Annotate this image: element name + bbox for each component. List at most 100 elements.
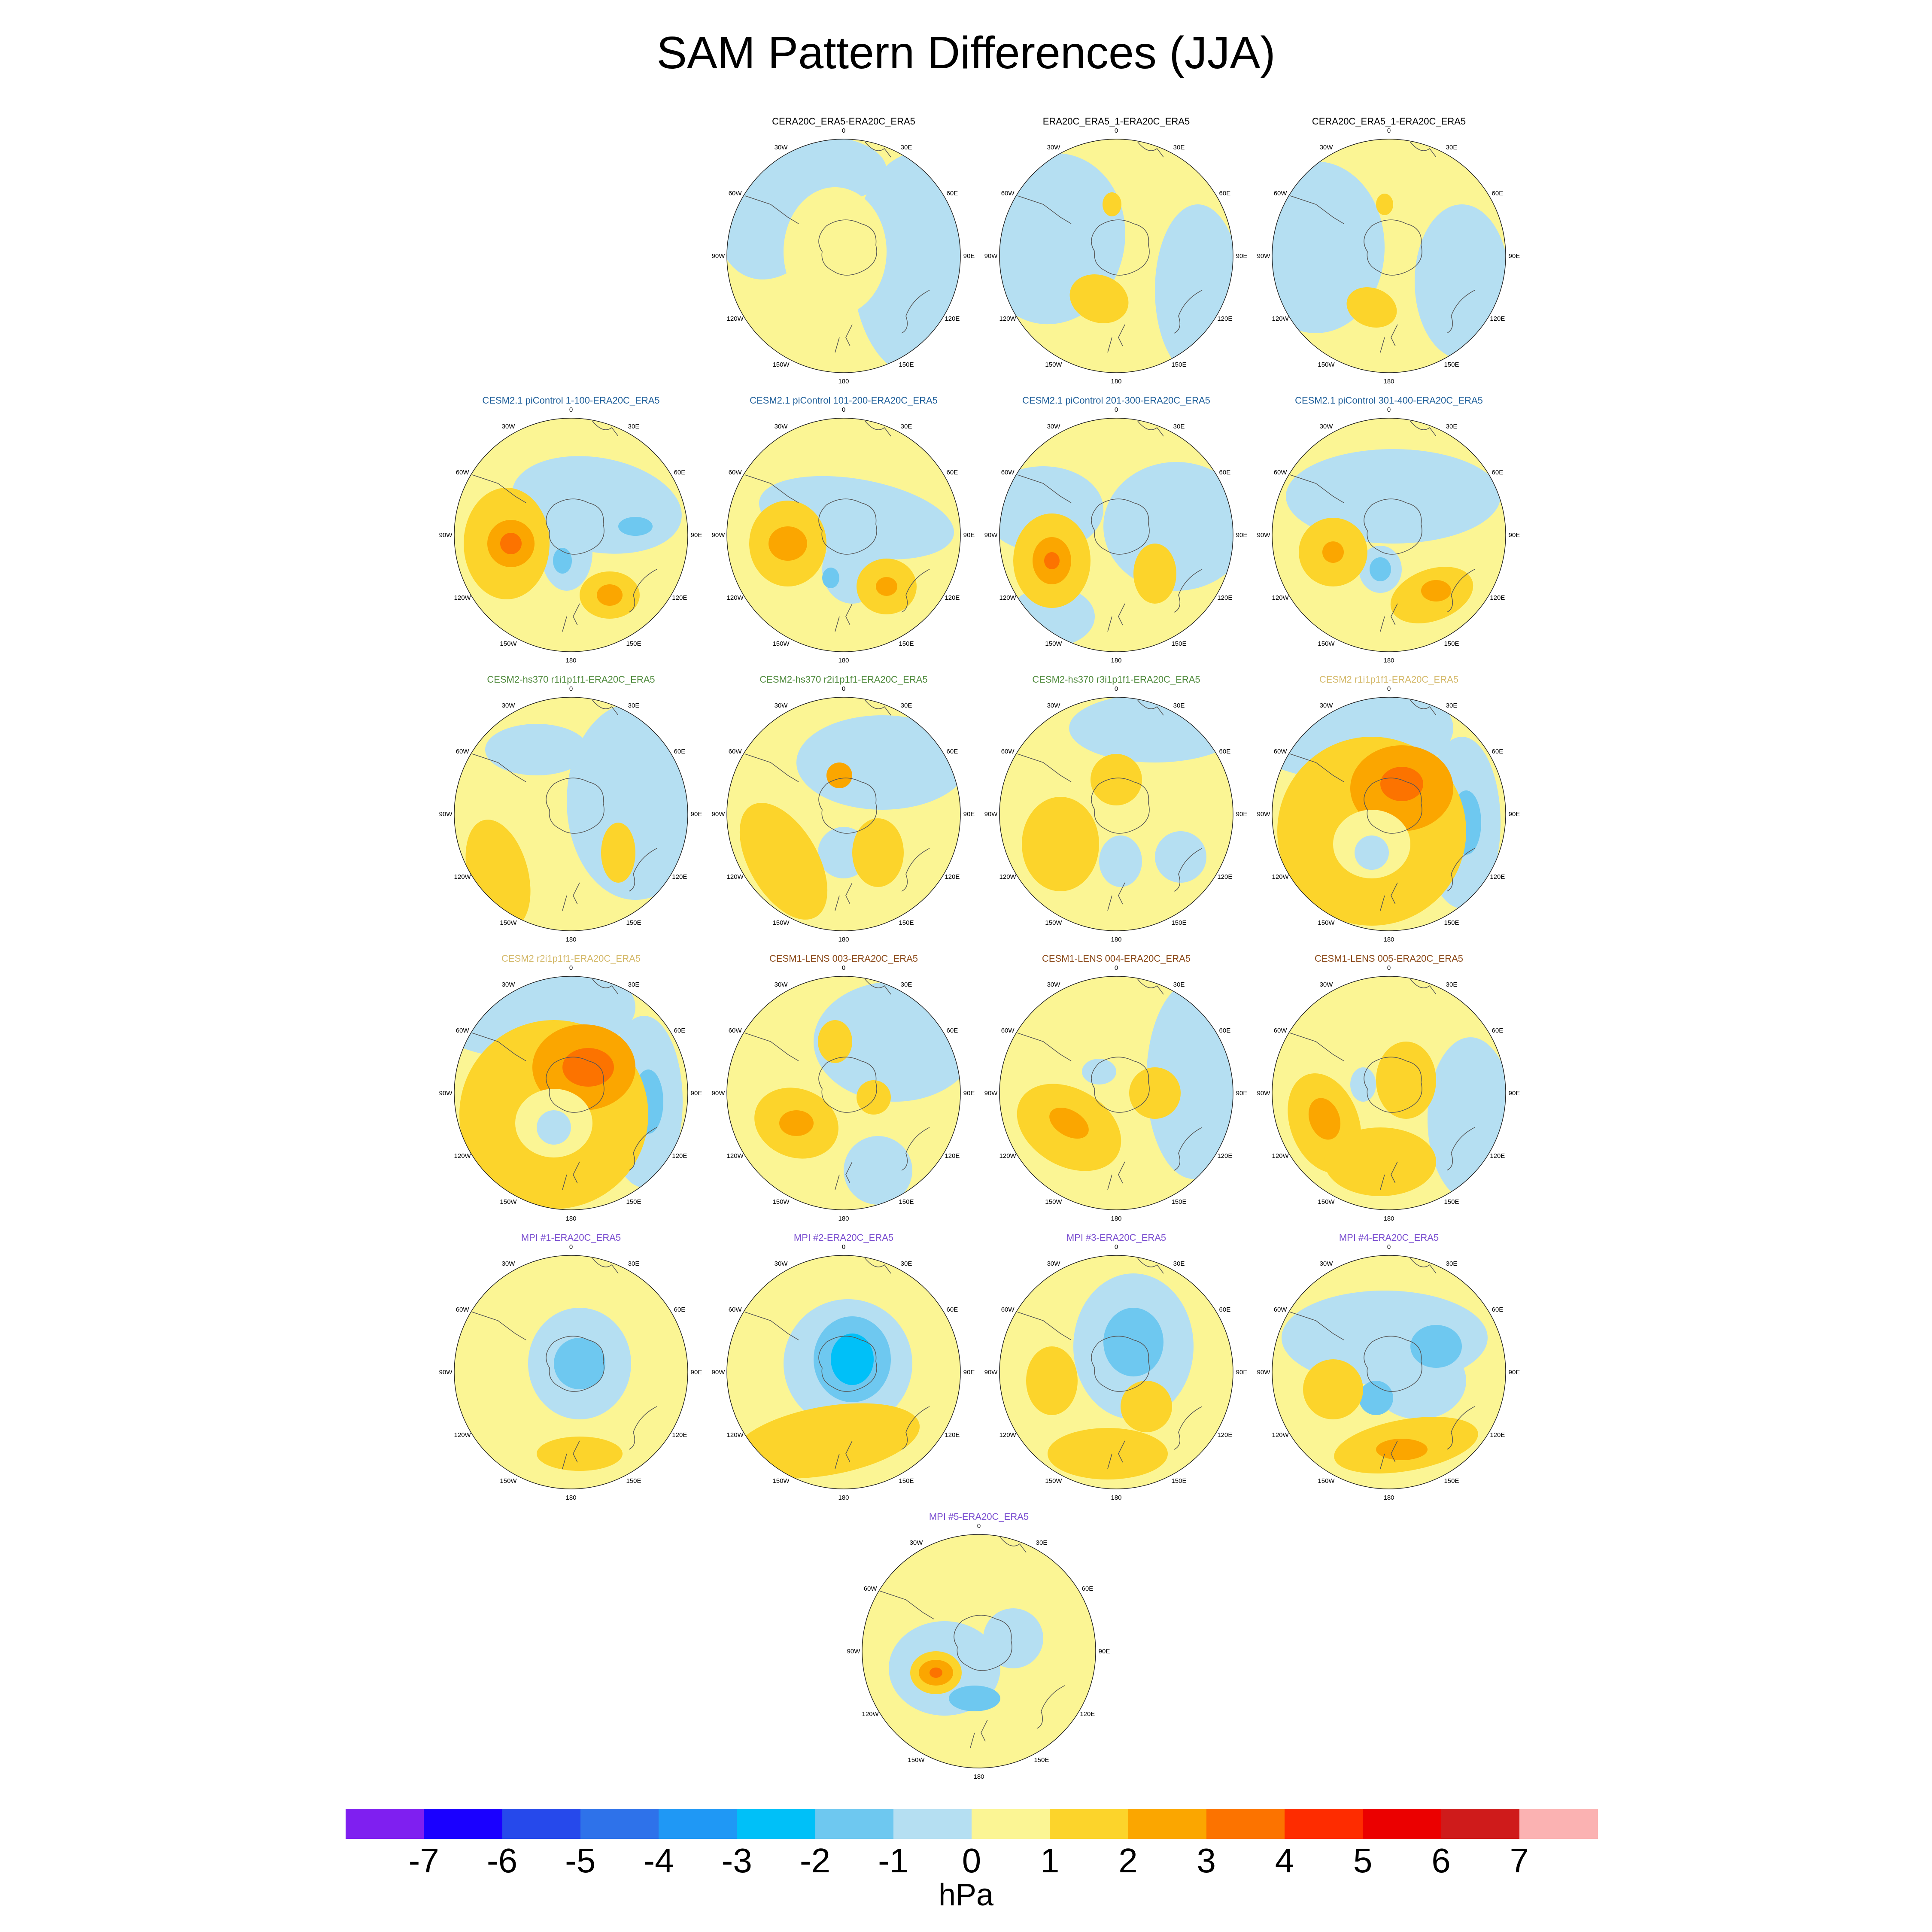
contour-region bbox=[1044, 552, 1060, 569]
contour-region bbox=[1155, 831, 1206, 883]
longitude-label: 150W bbox=[772, 640, 790, 647]
longitude-label: 90W bbox=[984, 811, 998, 818]
contour-region bbox=[537, 1110, 571, 1145]
map-panel: CESM1-LENS 003-ERA20C_ERA5 0 30E 60E 90E 120E… bbox=[711, 953, 977, 1236]
longitude-label: 180 bbox=[565, 1494, 576, 1501]
longitude-label: 150E bbox=[1034, 1756, 1049, 1764]
longitude-label: 90E bbox=[963, 1090, 975, 1097]
longitude-label: 180 bbox=[565, 1215, 576, 1222]
longitude-label: 30E bbox=[1446, 981, 1458, 988]
longitude-label: 30W bbox=[1047, 1260, 1061, 1267]
antarctica-coastline bbox=[1091, 498, 1150, 555]
longitude-label: 120W bbox=[454, 594, 471, 601]
south-america-coastline bbox=[1290, 474, 1344, 503]
australia-coastline bbox=[901, 569, 930, 613]
longitude-label: 30W bbox=[1047, 144, 1061, 151]
south-america-coastline bbox=[744, 1033, 799, 1061]
map-border bbox=[862, 1534, 1096, 1768]
contour-region bbox=[1069, 274, 1129, 323]
longitude-label: 120W bbox=[727, 594, 744, 601]
longitude-label: 60E bbox=[1492, 1027, 1504, 1034]
longitude-label: 90E bbox=[963, 532, 975, 539]
longitude-label: 0 bbox=[1115, 964, 1118, 972]
contour-region bbox=[601, 823, 635, 883]
longitude-label: 150E bbox=[1171, 1198, 1186, 1206]
map-border bbox=[726, 139, 961, 373]
longitude-label: 0 bbox=[842, 964, 845, 972]
longitude-label: 120W bbox=[862, 1710, 879, 1718]
contour-region bbox=[1091, 754, 1142, 805]
longitude-label: 120E bbox=[1217, 315, 1232, 322]
longitude-label: 30E bbox=[901, 981, 912, 988]
longitude-label: 90E bbox=[1236, 1369, 1248, 1376]
longitude-label: 60E bbox=[947, 1306, 958, 1313]
longitude-label: 30W bbox=[1320, 702, 1334, 709]
map-border bbox=[454, 1255, 688, 1489]
south-america-coastline bbox=[1017, 1312, 1072, 1340]
longitude-label: 150W bbox=[500, 640, 517, 647]
panel-title: MPI #1-ERA20C_ERA5 bbox=[521, 1232, 621, 1243]
australia-coastline bbox=[901, 290, 930, 334]
longitude-label: 60E bbox=[947, 190, 958, 197]
australia-coastline bbox=[629, 569, 657, 613]
africa-coastline bbox=[1137, 1258, 1164, 1274]
colorbar-tick-label: 0 bbox=[962, 1841, 981, 1880]
longitude-label: 150E bbox=[626, 1198, 641, 1206]
antarctica-coastline bbox=[818, 778, 877, 834]
map-panel: CESM1-LENS 004-ERA20C_ERA5 0 30E 60E 90E 120E… bbox=[983, 953, 1249, 1236]
longitude-label: 0 bbox=[1115, 685, 1118, 693]
africa-coastline bbox=[592, 979, 619, 995]
figure-title: SAM Pattern Differences (JJA) bbox=[656, 27, 1276, 78]
australia-coastline bbox=[1174, 569, 1203, 613]
longitude-label: 120E bbox=[945, 873, 960, 881]
longitude-label: 30W bbox=[1320, 423, 1334, 430]
map-panel: MPI #2-ERA20C_ERA5 0 30E 60E 90E 120E 150E 180 1… bbox=[711, 1232, 977, 1516]
longitude-label: 30W bbox=[775, 423, 788, 430]
contour-region bbox=[1380, 767, 1423, 801]
map-panel: CESM1-LENS 005-ERA20C_ERA5 0 30E 60E 90E 120E… bbox=[1256, 953, 1522, 1236]
africa-coastline bbox=[865, 142, 891, 158]
panel-title: CESM1-LENS 004-ERA20C_ERA5 bbox=[1042, 953, 1191, 964]
longitude-label: 120W bbox=[727, 873, 744, 881]
longitude-label: 60W bbox=[729, 748, 742, 755]
colorbar-tick-label: 4 bbox=[1275, 1841, 1294, 1880]
longitude-label: 30W bbox=[1047, 702, 1061, 709]
australia-coastline bbox=[901, 1406, 930, 1450]
longitude-label: 90W bbox=[712, 1369, 726, 1376]
longitude-label: 90W bbox=[712, 252, 726, 260]
colorbar-tick-label: 1 bbox=[1040, 1841, 1060, 1880]
longitude-label: 120W bbox=[1272, 873, 1289, 881]
map-panel: CESM2.1 piControl 301-400-ERA20C_ERA5 0 30… bbox=[1256, 395, 1522, 678]
longitude-label: 30W bbox=[502, 423, 516, 430]
longitude-label: 60W bbox=[729, 1027, 742, 1034]
map-panel: MPI #5-ERA20C_ERA5 0 30E 60E 90E 120E 150E 180 1… bbox=[846, 1511, 1112, 1795]
longitude-label: 60W bbox=[1001, 1027, 1015, 1034]
longitude-label: 120W bbox=[454, 1152, 471, 1160]
south-america-coastline bbox=[472, 753, 526, 782]
longitude-label: 90E bbox=[1509, 811, 1520, 818]
polar-map: 0 30E 60E 90E 120E 150E 180 150W 120W 90W 60W 30W bbox=[439, 406, 702, 664]
antarctica-coastline bbox=[954, 1615, 1012, 1671]
new-zealand-coastline bbox=[1380, 603, 1398, 632]
longitude-label: 90W bbox=[439, 1369, 453, 1376]
australia-coastline bbox=[1174, 1406, 1203, 1450]
longitude-label: 30W bbox=[775, 702, 788, 709]
colorbar-swatch bbox=[815, 1809, 894, 1839]
polar-map: 0 30E 60E 90E 120E 150E 180 150W 120W 90W 60W 30W bbox=[1257, 1243, 1520, 1501]
map-panel: CESM2.1 piControl 201-300-ERA20C_ERA5 0 30… bbox=[983, 395, 1249, 678]
longitude-label: 180 bbox=[1383, 1494, 1394, 1501]
south-america-coastline bbox=[1290, 753, 1344, 782]
contour-region bbox=[818, 1020, 852, 1063]
contour-region bbox=[1099, 835, 1142, 887]
longitude-label: 150E bbox=[899, 640, 914, 647]
longitude-label: 120W bbox=[727, 1152, 744, 1160]
longitude-label: 90W bbox=[984, 532, 998, 539]
panel-title: MPI #5-ERA20C_ERA5 bbox=[929, 1511, 1029, 1522]
longitude-label: 90E bbox=[691, 1369, 702, 1376]
longitude-label: 60E bbox=[947, 469, 958, 476]
longitude-label: 180 bbox=[1111, 657, 1121, 664]
colorbar-swatch bbox=[502, 1809, 581, 1839]
longitude-label: 150W bbox=[772, 1477, 790, 1485]
contour-region bbox=[485, 724, 588, 775]
polar-map: 0 30E 60E 90E 120E 150E 180 150W 120W 90W 60W 30W bbox=[1257, 685, 1520, 943]
